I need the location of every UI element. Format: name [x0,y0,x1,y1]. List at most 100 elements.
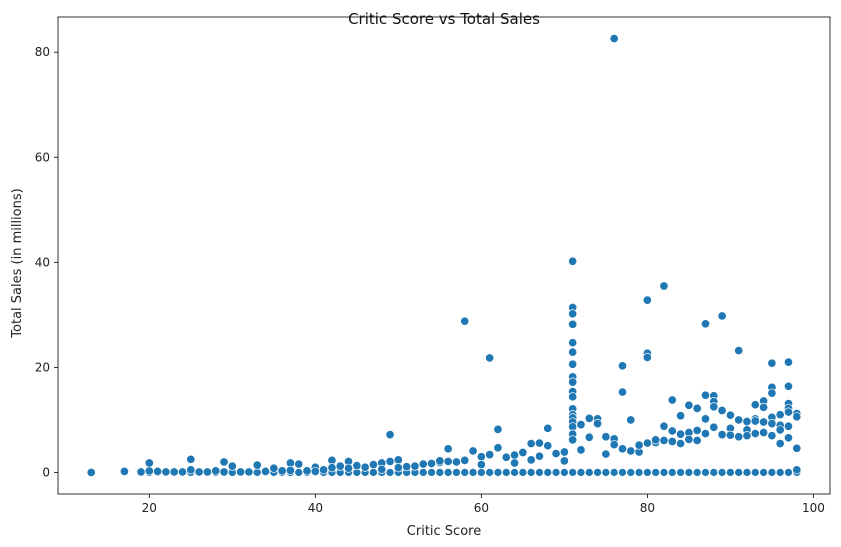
data-point [493,443,503,453]
floor-point [493,468,503,477]
data-point [543,423,553,433]
data-point [725,430,735,440]
data-point [269,463,279,473]
data-point [601,449,611,459]
data-point [435,456,445,466]
data-point [783,357,794,367]
x-axis-label: Critic Score [407,524,481,539]
data-point [667,426,677,436]
floor-point [750,468,760,477]
data-point [352,461,362,471]
data-point [692,403,702,413]
data-point [186,454,196,464]
data-point [169,467,179,477]
data-point [510,458,520,468]
data-point [609,440,619,450]
floor-point [568,468,578,477]
data-point [767,358,777,368]
y-tick-label-2: 40 [35,255,50,269]
floor-point [717,468,727,477]
data-point [393,455,403,465]
floor-point [667,468,677,477]
data-point [593,419,603,429]
data-point [568,338,578,348]
data-point [177,467,188,477]
data-point [634,440,644,450]
data-point [485,353,495,363]
data-point [700,390,711,400]
x-tick-label-4: 100 [802,501,825,515]
floor-point [435,468,445,477]
y-tick-label-4: 80 [35,45,50,59]
floor-point [294,468,304,477]
data-point [161,467,171,477]
data-point [526,455,536,465]
x-tick-label-2: 60 [474,501,489,515]
data-point [676,439,686,449]
data-point [734,432,744,442]
chart-title: Critic Score vs Total Sales [348,10,540,28]
floor-point [742,468,752,477]
data-point [642,295,652,305]
floor-point [584,468,594,477]
data-point [119,466,129,476]
data-point [136,467,146,477]
floor-point [734,468,744,477]
data-point [750,416,760,426]
data-point [236,467,246,477]
x-tick-label-3: 80 [640,501,655,515]
data-point [700,414,711,424]
floor-point [252,468,262,477]
floor-point [443,468,453,477]
data-point [759,427,769,438]
floor-point [618,468,627,477]
data-point [792,443,802,453]
data-point [775,439,785,449]
floor-point [709,468,719,477]
data-point [252,460,262,470]
data-point [211,466,221,476]
floor-point [684,468,694,477]
floor-point [609,468,619,477]
data-point [667,395,677,405]
data-point [734,415,744,425]
data-point [410,461,420,471]
floor-point [468,468,478,477]
data-point [219,457,229,467]
floor-point [593,468,602,477]
data-point [426,458,437,469]
data-point [460,455,470,465]
data-point [327,463,337,473]
floor-point [535,468,544,477]
data-point [543,441,553,451]
floor-point [427,468,436,477]
data-point [194,467,204,477]
floor-point [543,468,553,477]
floor-point [385,468,395,477]
y-axis: 0 20 40 60 80 [35,45,58,479]
floor-point [692,468,702,477]
data-point [526,439,536,449]
floor-point [701,468,710,477]
data-point [651,435,661,445]
data-point [750,400,760,410]
data-point [277,466,287,476]
data-point [568,347,578,357]
data-point [568,309,578,319]
x-tick-label-1: 40 [308,501,323,515]
data-point [700,429,711,439]
data-point [626,446,636,456]
floor-point [726,468,735,477]
data-point [568,377,578,387]
data-point [443,456,453,466]
data-point [568,359,578,369]
y-axis-label: Total Sales (in millions) [10,188,25,338]
floor-point [485,468,495,477]
y-tick-label-1: 20 [35,360,50,374]
data-point [568,256,578,266]
data-point [775,410,785,420]
floor-point [634,468,644,477]
floor-point [560,468,569,477]
data-point [451,457,462,467]
data-point [144,458,154,468]
